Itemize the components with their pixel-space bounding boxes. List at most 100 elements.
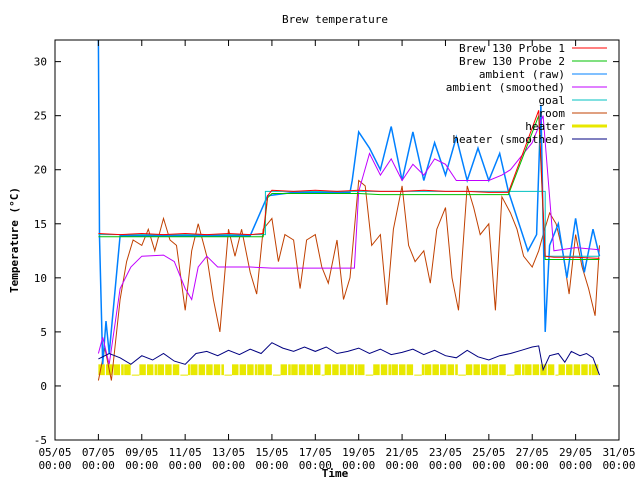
heater-on-block [306,364,313,376]
legend-label-brew-130-probe-2: Brew 130 Probe 2 [459,55,565,68]
heater-on-block [339,364,347,376]
legend-label-heater: heater [525,120,565,133]
x-tick-label-time: 00:00 [602,459,635,472]
heater-on-block [239,364,247,376]
x-tick-label-time: 00:00 [125,459,158,472]
heater-on-block [388,364,391,376]
y-tick-label: 15 [34,218,47,231]
heater-on-block [247,364,254,376]
heater-on-block [566,364,573,376]
heater-on-block [432,364,439,376]
heater-on-block [406,364,414,376]
heater-on-block [373,364,380,376]
heater-on-block [324,364,332,376]
series-heater-smoothed [98,342,600,376]
series-ambient-smoothed [97,115,600,365]
heater-on-block [139,364,146,376]
heater-on-block [465,364,473,376]
legend-label-ambient-raw: ambient (raw) [479,68,565,81]
x-tick-label-date: 25/05 [472,446,505,459]
x-tick-label-time: 00:00 [38,459,71,472]
heater-on-block [558,364,565,376]
plot-border [54,39,620,441]
heater-on-block [280,364,288,376]
heater-on-block [440,364,447,376]
x-tick-label-time: 00:00 [212,459,245,472]
y-tick-label: 0 [40,380,47,393]
chart-title: Brew temperature [282,13,388,26]
series-brew-130-probe-2 [98,115,600,260]
series-brew-130-probe-1 [98,110,600,259]
legend-label-room: room [539,107,566,120]
y-tick-label: 20 [34,164,47,177]
series-goal [98,190,600,257]
heater-on-block [473,364,480,376]
heater-on-block [399,364,406,376]
heater-on-block [455,364,458,376]
heater-on-block [591,364,599,376]
heater-on-block [488,364,492,376]
legend-label-ambient-smoothed: ambient (smoothed) [446,81,565,94]
heater-on-block [98,364,105,376]
y-tick-label: 25 [34,110,47,123]
heater-on-block [380,364,388,376]
x-tick-label-date: 15/05 [255,446,288,459]
heater-on-block [288,364,291,376]
x-tick-label-date: 29/05 [559,446,592,459]
heater-on-block [491,364,499,376]
y-tick-label: 30 [34,56,47,69]
heater-on-block [355,364,358,376]
heater-on-block [547,364,555,376]
x-tick-label-date: 09/05 [125,446,158,459]
heater-on-block [421,364,425,376]
heater-on-block [213,364,221,376]
heater-on-block [206,364,213,376]
x-tick-label-time: 00:00 [82,459,115,472]
series-ambient-raw [97,39,601,365]
series-heater [98,364,599,376]
heater-on-block [447,364,455,376]
x-tick-label-date: 27/05 [516,446,549,459]
heater-on-block [154,364,158,376]
x-tick-label-date: 21/05 [386,446,419,459]
x-tick-label-date: 11/05 [169,446,202,459]
heater-on-block [187,364,191,376]
legend-label-brew-130-probe-1: Brew 130 Probe 1 [459,42,565,55]
heater-on-block [522,364,525,376]
heater-on-block [157,364,165,376]
x-tick-label-date: 07/05 [82,446,115,459]
heater-on-block [532,364,540,376]
heater-on-block [358,364,365,376]
heater-on-block [124,364,131,376]
heater-on-block [198,364,206,376]
heater-on-block [314,364,321,376]
x-tick-label-time: 00:00 [342,459,375,472]
heater-on-block [232,364,239,376]
x-tick-label-time: 00:00 [299,459,332,472]
x-tick-label-date: 23/05 [429,446,462,459]
heater-on-block [298,364,306,376]
x-tick-label-date: 17/05 [299,446,332,459]
y-tick-label: 5 [40,326,47,339]
heater-on-block [113,364,121,376]
heater-on-block [481,364,488,376]
heater-on-block [191,364,198,376]
heater-on-block [265,364,272,376]
heater-on-block [172,364,180,376]
heater-on-block [514,364,521,376]
heater-on-block [525,364,532,376]
heater-on-block [499,364,506,376]
heater-on-block [221,364,224,376]
x-tick-label-time: 00:00 [429,459,462,472]
y-axis-label: Temperature (°C) [8,187,21,293]
heater-on-block [332,364,339,376]
heater-on-block [121,364,124,376]
y-tick-label: -5 [34,434,47,447]
x-tick-label-time: 00:00 [472,459,505,472]
x-axis-label: Time [322,467,349,480]
heater-on-block [581,364,588,376]
legend-label-heater-smoothed: heater (smoothed) [452,133,565,146]
heater-on-block [146,364,154,376]
axes: -505101520253005/0500:0007/0500:0009/050… [34,39,636,472]
